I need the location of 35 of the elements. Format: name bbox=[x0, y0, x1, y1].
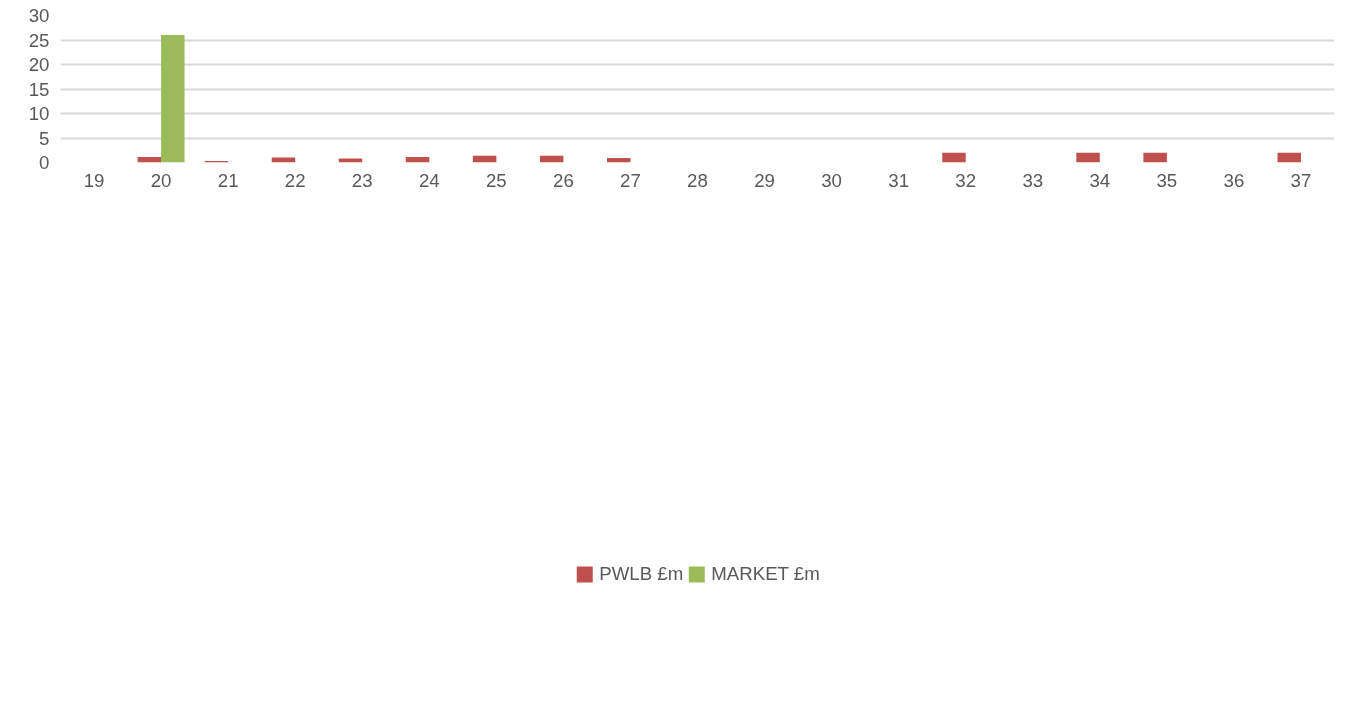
bar bbox=[161, 35, 185, 163]
y-tick-label: 20 bbox=[28, 54, 50, 75]
x-tick-label: 36 bbox=[1223, 169, 1245, 191]
x-tick-label: 22 bbox=[284, 169, 306, 191]
bar bbox=[1143, 152, 1167, 163]
x-tick-label: 37 bbox=[1290, 169, 1312, 191]
x-tick-label: 32 bbox=[955, 169, 977, 191]
bar bbox=[405, 157, 430, 163]
x-tick-label: 31 bbox=[888, 169, 910, 191]
x-tick-label: 27 bbox=[620, 169, 641, 191]
legend-label: MARKET £m bbox=[711, 562, 820, 585]
x-tick-label: 28 bbox=[687, 169, 708, 191]
y-tick-label: 30 bbox=[28, 5, 50, 26]
x-tick-label: 25 bbox=[485, 169, 507, 191]
x-tick-label: 34 bbox=[1089, 169, 1111, 191]
x-tick-label: 24 bbox=[418, 169, 440, 191]
x-tick-label: 23 bbox=[351, 169, 373, 191]
x-tick-label: 19 bbox=[83, 169, 105, 191]
x-tick-label: 21 bbox=[217, 169, 239, 191]
y-tick-label: 0 bbox=[39, 152, 50, 173]
bar bbox=[1277, 152, 1301, 163]
bar bbox=[1076, 152, 1100, 163]
x-tick-label: 35 bbox=[1156, 169, 1178, 191]
legend-label: PWLB £m bbox=[599, 562, 684, 585]
bar bbox=[942, 152, 966, 163]
y-tick-label: 5 bbox=[39, 127, 50, 149]
x-tick-label: 26 bbox=[553, 169, 574, 191]
x-tick-label: 29 bbox=[754, 169, 775, 191]
x-tick-label: 33 bbox=[1022, 169, 1044, 191]
x-tick-label: 20 bbox=[150, 169, 172, 191]
x-tick-label: 30 bbox=[821, 169, 842, 191]
bar bbox=[137, 157, 162, 163]
y-tick-label: 25 bbox=[28, 29, 50, 51]
y-tick-label: 15 bbox=[28, 78, 50, 100]
y-tick-label: 10 bbox=[28, 103, 50, 124]
